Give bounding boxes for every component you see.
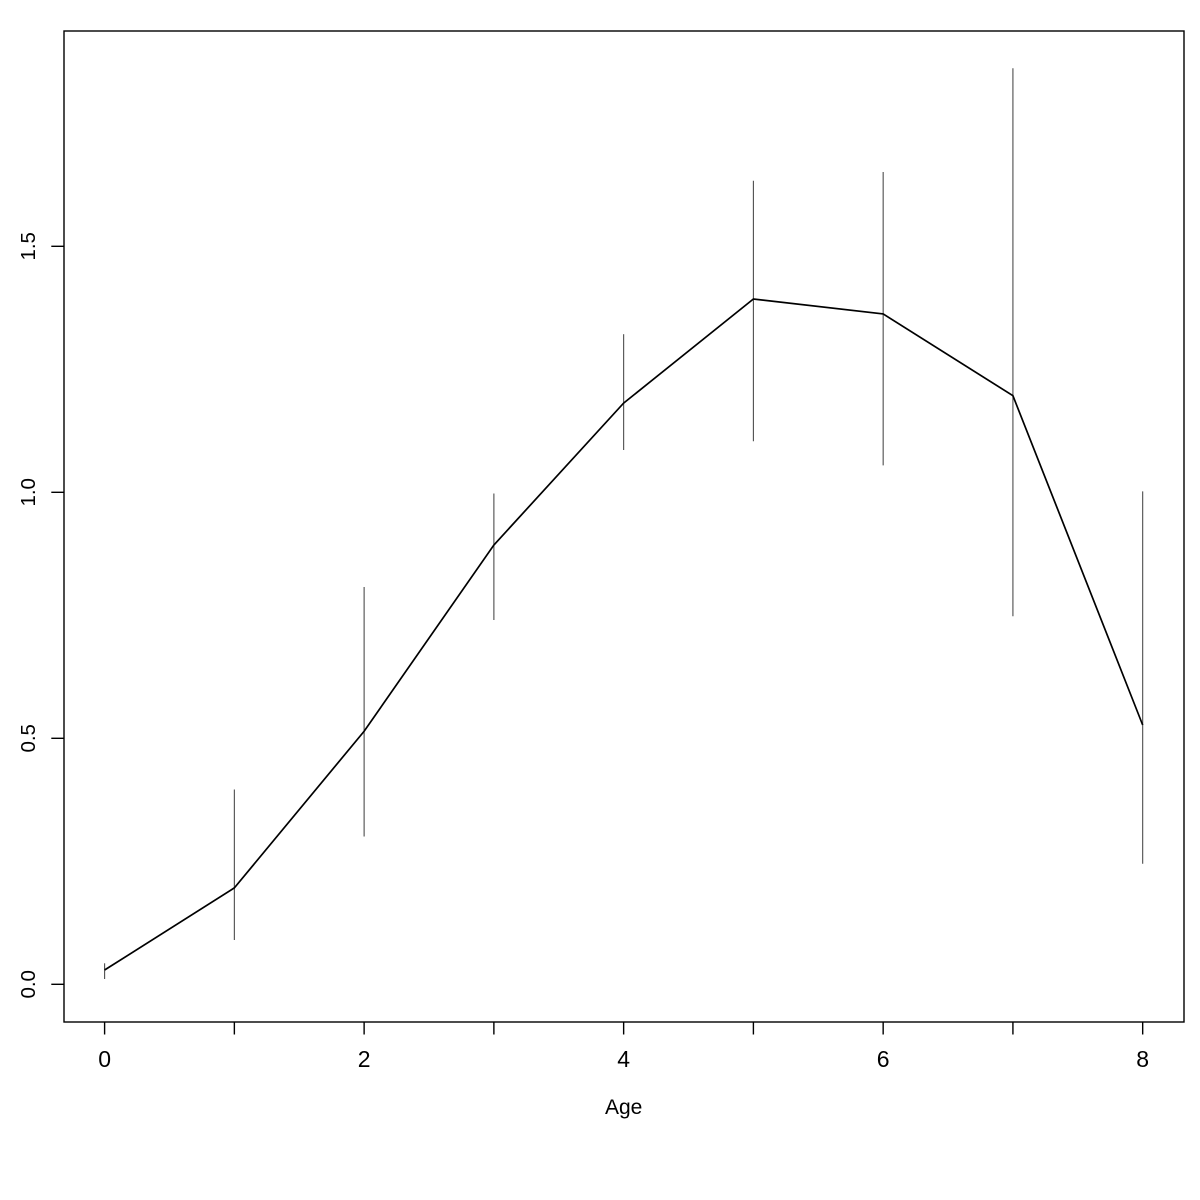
svg-text:Age: Age bbox=[605, 1096, 642, 1119]
svg-text:0.0: 0.0 bbox=[17, 970, 40, 999]
svg-text:1.0: 1.0 bbox=[17, 478, 40, 507]
svg-text:8: 8 bbox=[1136, 1046, 1149, 1072]
svg-text:6: 6 bbox=[877, 1046, 890, 1072]
svg-text:4: 4 bbox=[617, 1046, 630, 1072]
svg-text:0: 0 bbox=[98, 1046, 111, 1072]
svg-text:2: 2 bbox=[358, 1046, 371, 1072]
svg-text:1.5: 1.5 bbox=[17, 232, 40, 260]
svg-text:0.5: 0.5 bbox=[17, 724, 40, 753]
